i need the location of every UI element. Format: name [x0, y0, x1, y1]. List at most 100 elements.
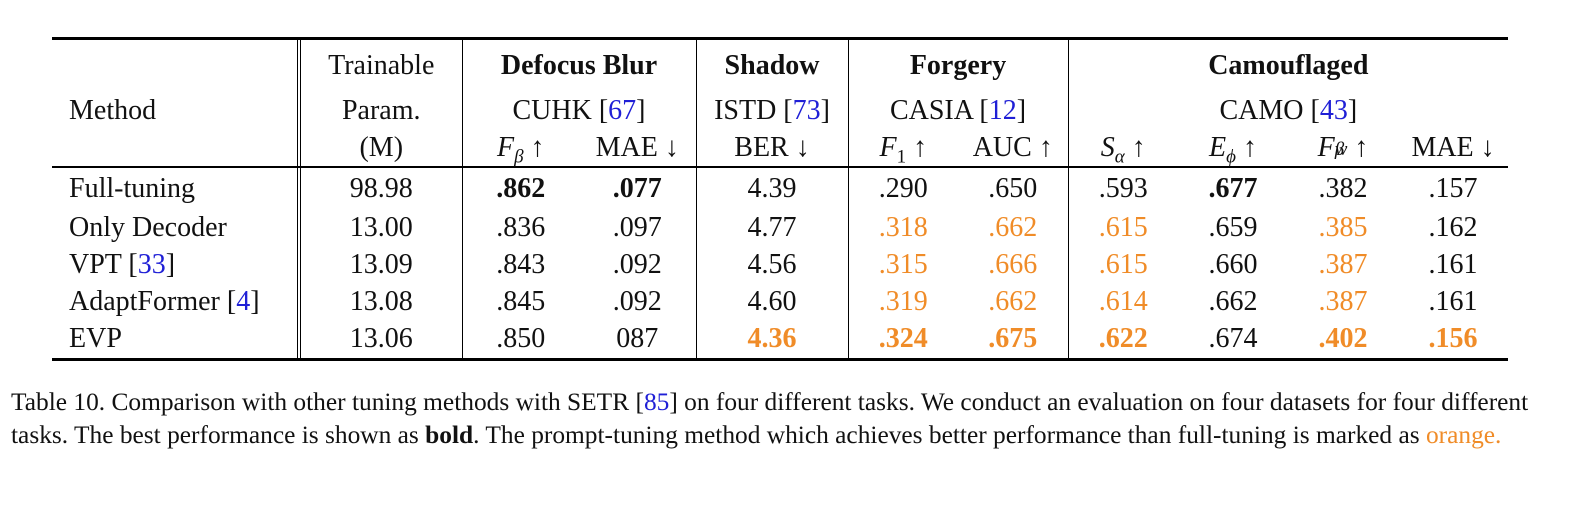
value-cell: .662: [958, 283, 1069, 320]
value-cell: .157: [1428, 173, 1478, 204]
citation-ref[interactable]: 33: [137, 249, 166, 280]
value-cell: .845: [496, 286, 546, 317]
value-cell: .318: [878, 212, 928, 243]
value-cell: .666: [958, 246, 1069, 283]
dataset-cuhk: CUHK [67]: [462, 92, 697, 129]
results-table: Trainable Defocus Blur Shadow Forgery Ca…: [52, 40, 1509, 358]
table-row: EVP 13.06 .850 087 4.36 .324 .675 .622 .674 .402.…: [52, 320, 1508, 358]
value-cell: .843: [496, 249, 546, 280]
table-row: VPT [33] 13.09 .843 .092 4.56 .315 .666 .615 .66…: [52, 246, 1508, 283]
results-table-wrapper: Trainable Defocus Blur Shadow Forgery Ca…: [52, 37, 1509, 361]
dataset-ref[interactable]: 67: [608, 95, 637, 126]
caption-ref[interactable]: 85: [643, 388, 670, 416]
value-cell: .324: [878, 323, 928, 354]
table-row: Only Decoder 13.00 .836 .097 4.77 .318 .662 .61…: [52, 209, 1508, 246]
value-cell: .402: [1318, 323, 1368, 354]
value-cell: .593: [1098, 173, 1148, 204]
value-cell: 4.56: [696, 246, 849, 283]
dataset-ref[interactable]: 73: [792, 95, 821, 126]
metric-mae: MAE ↓: [1411, 132, 1495, 163]
table-header: Trainable Defocus Blur Shadow Forgery Ca…: [52, 40, 1509, 168]
value-cell: .650: [958, 168, 1069, 209]
value-cell: 4.60: [696, 283, 849, 320]
dataset-istd: ISTD [73]: [696, 92, 849, 129]
value-cell: .836: [496, 212, 546, 243]
method-header: Method: [52, 92, 301, 129]
header-row-metrics: (M) Fβ ↑ MAE ↓ BER ↓ F1 ↑ AUC ↑ Sα ↑ Eϕ …: [52, 129, 1508, 168]
task-camouflaged: Camouflaged: [1208, 50, 1369, 81]
value-cell: 4.39: [696, 168, 849, 209]
trainable-header-line3: (M): [299, 129, 463, 166]
value-cell: .162: [1428, 212, 1478, 243]
value-cell: 13.00: [299, 209, 463, 246]
value-cell: .662: [958, 209, 1069, 246]
value-cell: .092: [579, 283, 697, 320]
value-cell: .850: [496, 323, 546, 354]
value-cell: .675: [958, 320, 1069, 358]
table-row: Full-tuning 98.98 .862 .077 4.39 .290 .650 .593…: [52, 168, 1508, 209]
value-cell: .387: [1318, 249, 1368, 280]
metric-f1: F1 ↑: [879, 132, 928, 168]
method-cell: Full-tuning: [52, 168, 301, 209]
trainable-header-line2: Param.: [299, 92, 463, 129]
trainable-header-line1: Trainable: [299, 40, 463, 92]
value-cell: .315: [878, 249, 928, 280]
bottom-rule: [52, 358, 1508, 361]
value-cell: 087: [579, 320, 697, 358]
value-cell: .319: [878, 286, 928, 317]
value-cell: .674: [1208, 323, 1258, 354]
table-row: AdaptFormer [4] 13.08 .845 .092 4.60 .319 .662…: [52, 283, 1508, 320]
value-cell: .387: [1318, 286, 1368, 317]
value-cell: 13.06: [299, 320, 463, 358]
table-body: Full-tuning 98.98 .862 .077 4.39 .290 .650 .593…: [52, 168, 1508, 358]
header-row-tasks: Trainable Defocus Blur Shadow Forgery Ca…: [52, 40, 1508, 92]
value-cell: .161: [1428, 286, 1478, 317]
value-cell: .660: [1208, 249, 1258, 280]
metric-e-phi: Eϕ ↑: [1209, 132, 1257, 168]
dataset-ref[interactable]: 43: [1319, 95, 1348, 126]
value-cell: .862: [496, 173, 546, 204]
top-rule: [52, 37, 1508, 40]
value-cell: .615: [1098, 249, 1148, 280]
task-forgery: Forgery: [848, 40, 1069, 92]
dataset-camo: CAMO [43]: [1219, 95, 1358, 126]
value-cell: 13.09: [299, 246, 463, 283]
task-defocus-blur: Defocus Blur: [462, 40, 697, 92]
method-cell: VPT [33]: [52, 246, 301, 283]
value-cell: .161: [1428, 249, 1478, 280]
dataset-ref[interactable]: 12: [988, 95, 1017, 126]
value-cell: .385: [1318, 212, 1368, 243]
value-cell: .615: [1098, 212, 1148, 243]
value-cell: 4.77: [696, 209, 849, 246]
table-caption: Table 10. Comparison with other tuning m…: [11, 388, 1529, 449]
method-cell: AdaptFormer [4]: [52, 283, 301, 320]
value-cell: 4.36: [696, 320, 849, 358]
value-cell: .092: [579, 246, 697, 283]
value-cell: .097: [579, 209, 697, 246]
value-cell: 13.08: [299, 283, 463, 320]
value-cell: .156: [1428, 323, 1478, 354]
value-cell: .662: [1208, 286, 1258, 317]
header-row-datasets: Method Param. CUHK [67] ISTD [73] CASIA …: [52, 92, 1508, 129]
value-cell: 98.98: [299, 168, 463, 209]
task-shadow: Shadow: [696, 40, 849, 92]
value-cell: .382: [1318, 173, 1368, 204]
metric-auc: AUC ↑: [958, 129, 1069, 166]
value-cell: .622: [1098, 323, 1148, 354]
metric-f-beta: Fβ ↑: [496, 132, 545, 168]
method-cell: EVP: [52, 320, 301, 358]
dataset-casia: CASIA [12]: [848, 92, 1069, 129]
metric-mae: MAE ↓: [579, 129, 697, 166]
value-cell: .659: [1208, 212, 1258, 243]
citation-ref[interactable]: 4: [236, 286, 251, 317]
metric-s-alpha: Sα ↑: [1100, 132, 1146, 168]
value-cell: .290: [878, 173, 928, 204]
value-cell: .614: [1098, 286, 1148, 317]
header-rule: [52, 166, 1509, 168]
metric-ber: BER ↓: [696, 129, 849, 166]
value-cell: .677: [1208, 173, 1258, 204]
method-cell: Only Decoder: [52, 209, 301, 246]
value-cell: .077: [579, 168, 697, 209]
